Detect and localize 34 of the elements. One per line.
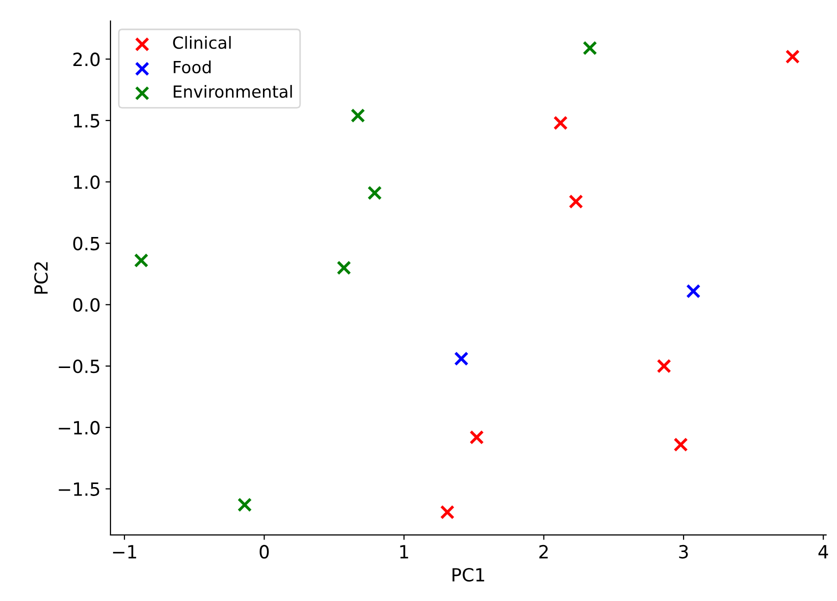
point bbox=[553, 116, 568, 130]
x-tick-label: −1 bbox=[113, 545, 136, 558]
point bbox=[674, 437, 688, 452]
legend-label: Clinical bbox=[173, 36, 231, 49]
point bbox=[350, 108, 366, 123]
x-tick-label: 2 bbox=[539, 544, 548, 558]
y-tick-label: 0.5 bbox=[73, 236, 100, 250]
x-tick-label: 1 bbox=[400, 545, 408, 558]
x-tick-label: 0 bbox=[260, 544, 269, 559]
legend-label: Environmental bbox=[174, 84, 292, 98]
point bbox=[336, 260, 352, 276]
x-tick-label: 3 bbox=[679, 544, 688, 559]
legend-label: Food bbox=[174, 60, 211, 74]
y-axis-title: PC2 bbox=[34, 262, 48, 294]
point bbox=[440, 504, 455, 520]
point bbox=[237, 498, 252, 512]
point bbox=[785, 49, 800, 64]
point bbox=[367, 186, 382, 200]
point bbox=[469, 430, 484, 444]
point bbox=[686, 284, 701, 298]
y-tick-label: 0.0 bbox=[73, 298, 100, 312]
point bbox=[656, 358, 672, 374]
x-axis-title: PC1 bbox=[452, 568, 484, 582]
y-tick-label: −1.0 bbox=[58, 420, 100, 435]
x-tick-label: 4 bbox=[818, 545, 828, 558]
y-tick-label: 1.5 bbox=[74, 114, 100, 128]
point bbox=[454, 351, 469, 366]
y-tick-label: 1.0 bbox=[74, 175, 100, 189]
point bbox=[134, 253, 148, 268]
y-tick-label: 2.0 bbox=[73, 52, 100, 66]
y-tick-label: −0.5 bbox=[58, 360, 100, 374]
point bbox=[582, 40, 598, 56]
point bbox=[568, 194, 584, 209]
y-tick-label: −1.5 bbox=[58, 482, 100, 496]
